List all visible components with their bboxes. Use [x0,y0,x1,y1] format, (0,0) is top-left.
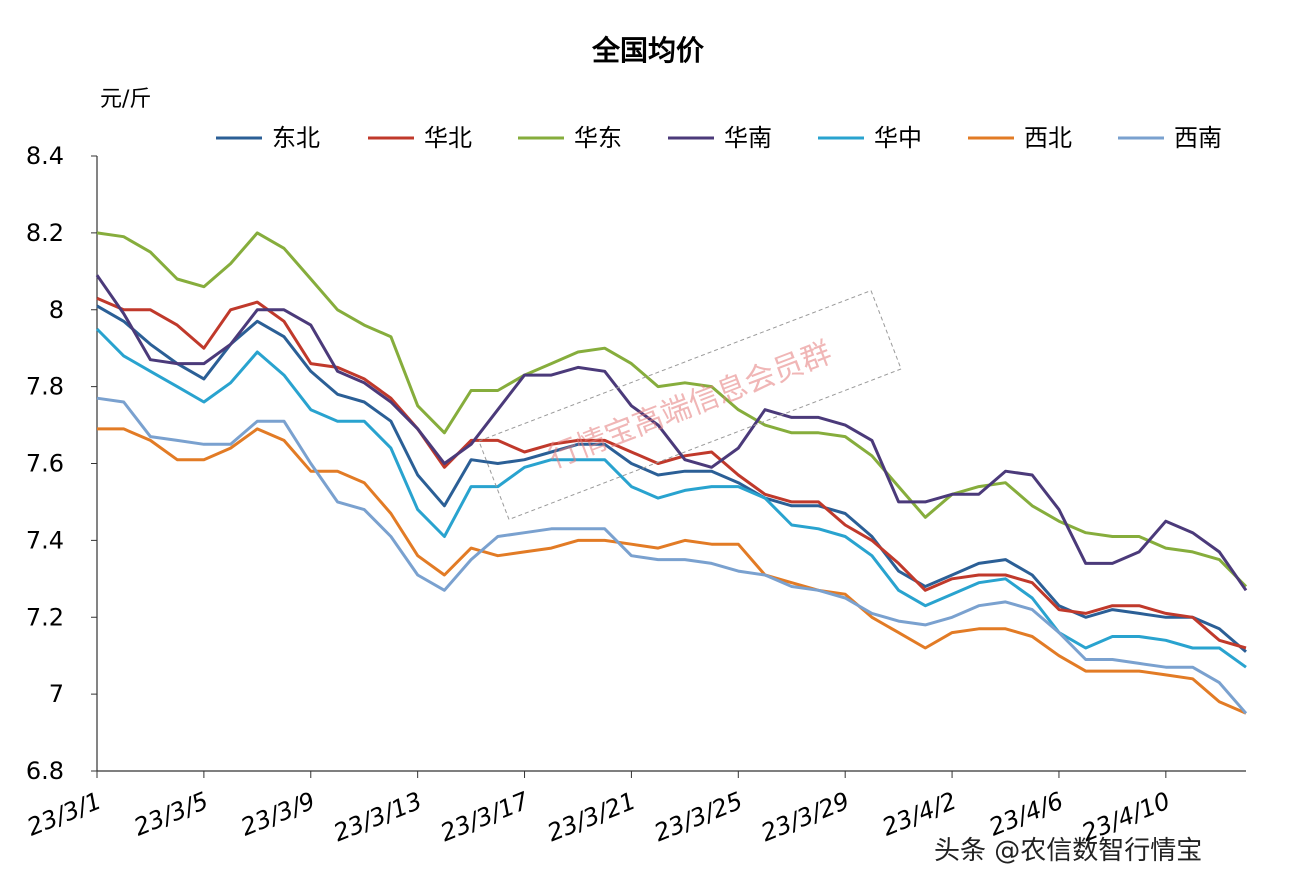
series-line-西南 [96,396,1248,715]
chart-title: 全国均价 [591,34,705,67]
y-tick-label: 7.2 [26,603,64,631]
unit-label: 元/斤 [100,87,151,112]
legend-label: 华北 [424,124,472,152]
series-line-华中 [95,327,1247,669]
legend-label: 西南 [1174,124,1222,152]
y-tick-label: 7.6 [26,450,64,478]
y-tick-label: 7 [49,680,64,708]
x-tick-label: 23/3/25 [650,787,746,848]
legend-label: 华中 [874,124,922,152]
x-tick-label: 23/3/9 [237,787,319,842]
x-tick-label: 23/4/6 [985,787,1067,842]
axes: 6.8 7 7.2 7.4 7.6 7.8 8 8.2 8.4 23/3/1 23/3/5 23/3/… [23,142,1246,847]
y-tick-label: 7.8 [26,373,64,401]
watermark: 行情宝高端信息会员群 [478,289,902,521]
legend-label: 华东 [574,124,622,152]
x-tick-label: 23/3/5 [130,787,212,842]
series-line-西北 [97,427,1247,715]
legend-label: 华南 [724,124,772,152]
series-line-东北 [96,304,1247,653]
x-tick-label: 23/4/2 [878,787,960,842]
series-group [95,231,1248,715]
y-tick-label: 6.8 [26,757,64,785]
credit-text: 头条 @农信数智行情宝 [934,836,1202,866]
y-tick-label: 8.2 [26,219,64,247]
legend-label: 西北 [1024,124,1072,152]
y-tick-label: 7.4 [26,526,64,554]
series-line-华北 [96,296,1247,650]
series-line-华南 [95,274,1248,592]
x-tick-label: 23/3/21 [543,787,639,848]
x-tick-label: 23/3/29 [757,787,853,848]
x-tick-label: 23/3/1 [23,787,105,842]
y-tick-label: 8 [49,296,64,324]
legend-label: 东北 [272,124,320,152]
x-tick-label: 23/3/17 [437,786,534,847]
x-tick-label: 23/3/13 [330,787,426,848]
legend: 东北 华北 华东 华南 华中 西北 西南 [216,124,1222,152]
series-line-华东 [96,231,1248,588]
y-tick-label: 8.4 [26,142,64,170]
